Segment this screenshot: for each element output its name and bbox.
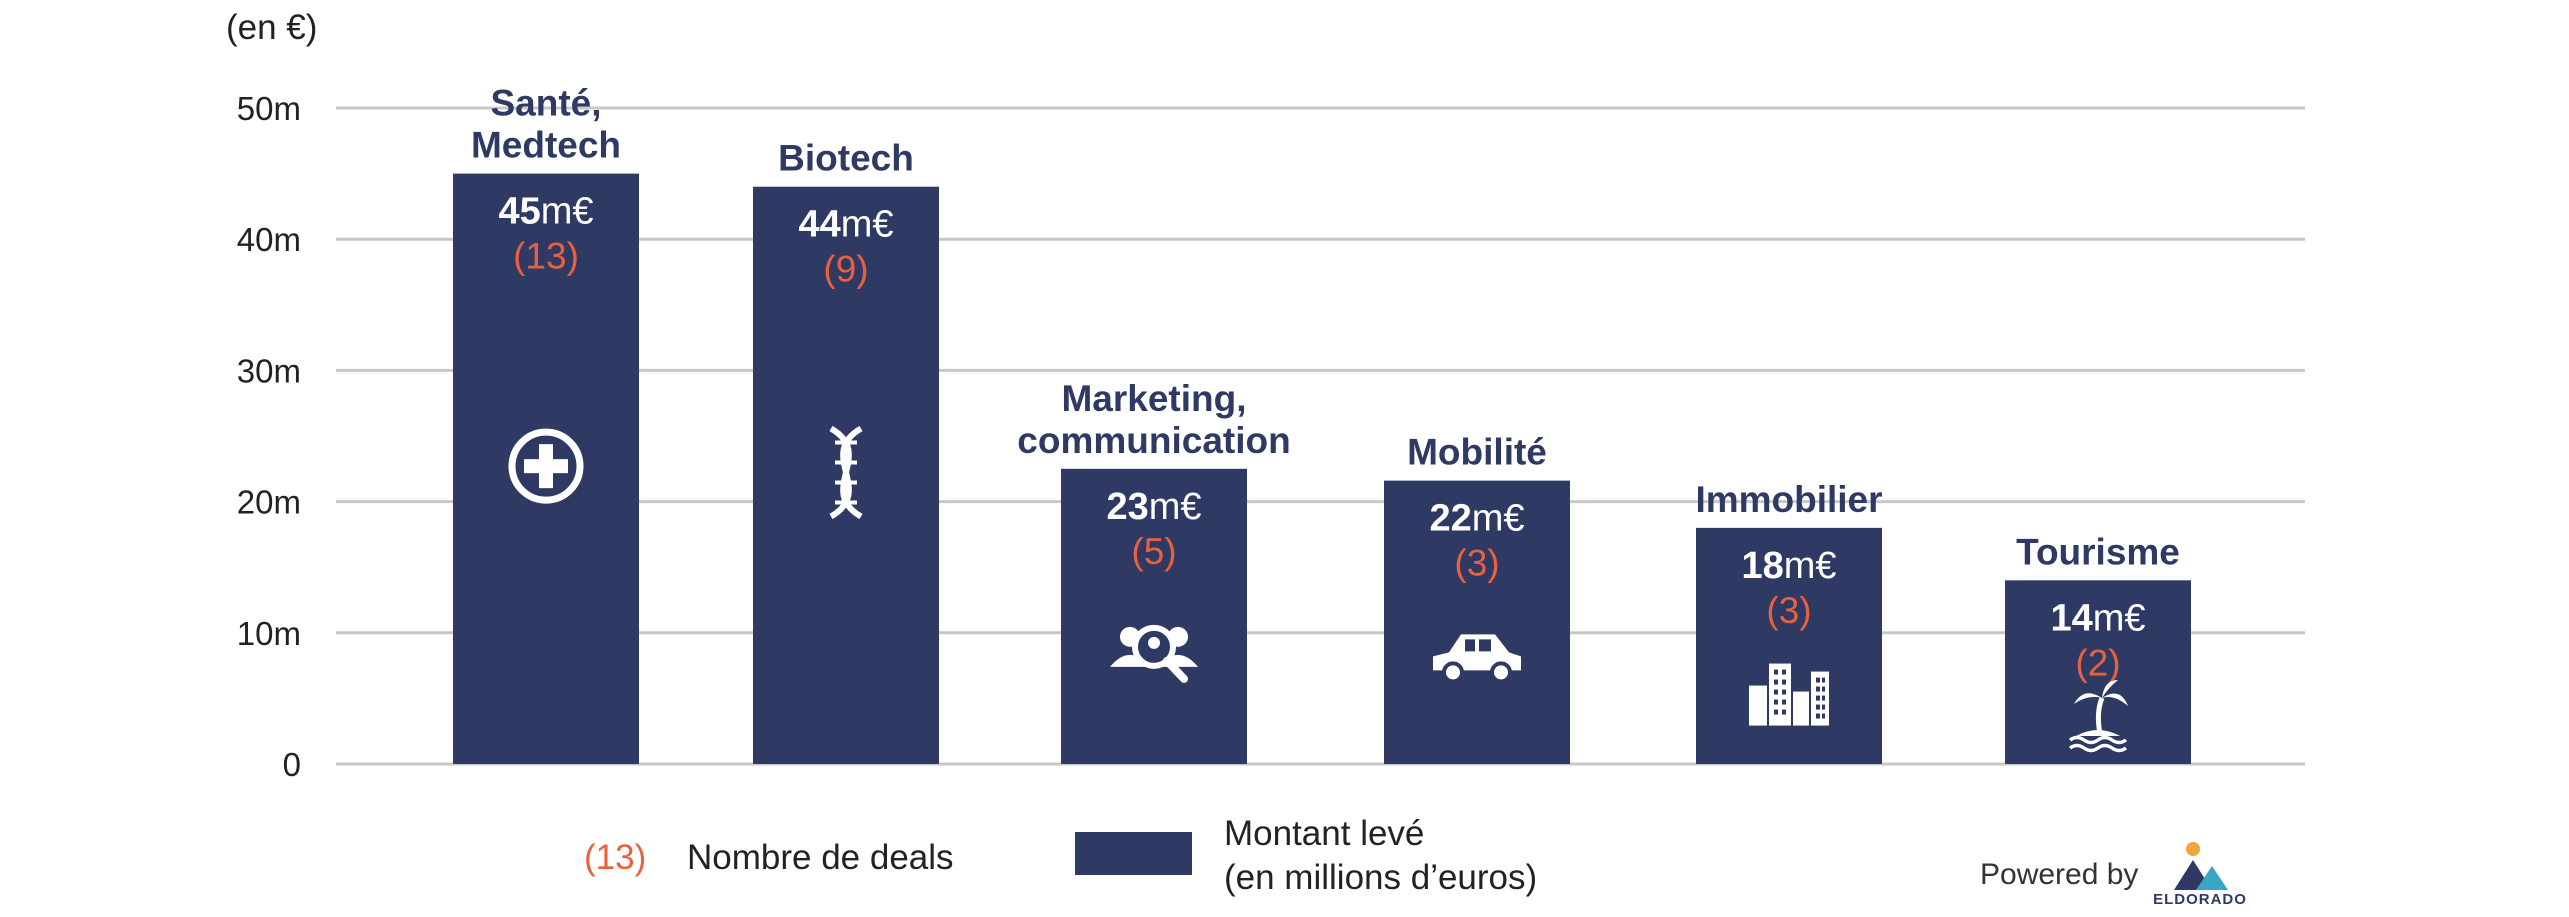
legend-bar-swatch <box>1075 832 1192 875</box>
deals-label: (3) <box>1454 543 1499 584</box>
category-label: Santé, <box>490 83 601 124</box>
people-search-icon <box>1110 624 1198 683</box>
unit-label: (en €) <box>226 8 318 47</box>
medical-cross-icon <box>508 428 584 504</box>
category-label: Mobilité <box>1407 432 1547 473</box>
value-label: 22m€ <box>1429 498 1524 540</box>
legend-amount-line1: Montant levé <box>1224 814 1425 853</box>
category-label: Biotech <box>778 138 914 179</box>
deals-label: (9) <box>823 249 868 290</box>
y-tick-label: 30m <box>237 352 301 389</box>
car-icon <box>1433 634 1521 684</box>
y-tick-label: 20m <box>237 484 301 521</box>
deals-label: (13) <box>513 236 579 277</box>
category-label: Tourisme <box>2016 531 2180 572</box>
value-label: 23m€ <box>1106 486 1201 528</box>
y-tick-label: 50m <box>237 90 301 127</box>
legend-deals-count: (13) <box>584 838 647 877</box>
powered-by-text: Powered by <box>1980 858 2139 891</box>
value-label: 14m€ <box>2050 597 2145 639</box>
eldorado-logo-icon <box>2174 842 2228 890</box>
value-label: 44m€ <box>798 204 893 246</box>
palm-island-icon <box>2068 680 2128 753</box>
legend-deals-sample: (13) <box>584 838 646 878</box>
logo-text: ELDORADO <box>2153 891 2247 908</box>
category-label: Marketing, <box>1061 378 1246 419</box>
y-tick-label: 10m <box>237 615 301 652</box>
y-tick-label: 0 <box>283 746 301 783</box>
category-label: Immobilier <box>1695 479 1882 520</box>
legend-deals-label: Nombre de deals <box>687 838 954 877</box>
category-label: Medtech <box>471 125 621 166</box>
legend-amount-line2: (en millions d’euros) <box>1224 858 1538 897</box>
deals-label: (3) <box>1766 590 1811 631</box>
deals-label: (2) <box>2075 642 2120 683</box>
deals-label: (5) <box>1131 531 1176 572</box>
category-label: communication <box>1017 420 1290 461</box>
bar <box>1384 480 1570 764</box>
value-label: 18m€ <box>1741 545 1836 587</box>
y-tick-label: 40m <box>237 221 301 258</box>
value-label: 45m€ <box>498 191 593 233</box>
buildings-icon <box>1749 663 1829 726</box>
bar <box>1061 468 1247 764</box>
dna-icon <box>829 425 863 520</box>
